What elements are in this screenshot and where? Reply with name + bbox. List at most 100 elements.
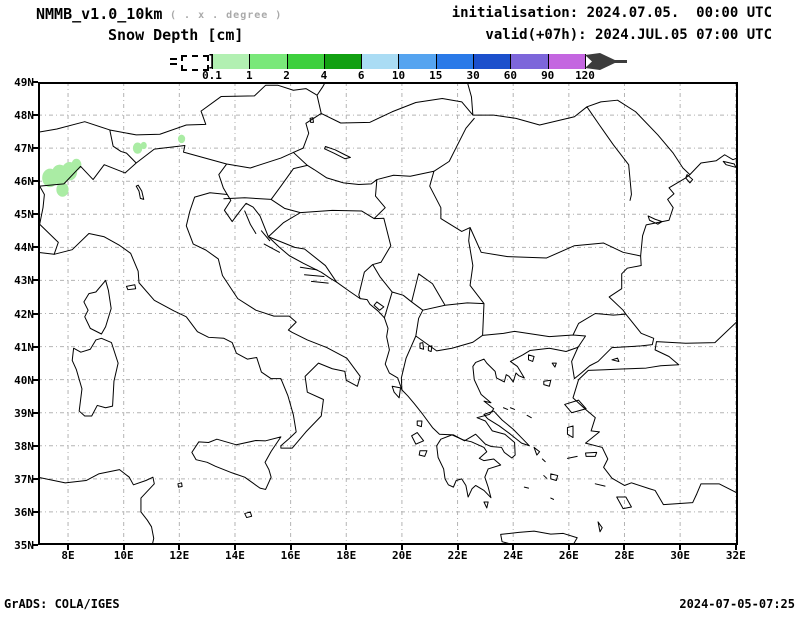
coastline-peloponnese	[437, 435, 501, 498]
lon-tick-mark	[679, 545, 682, 550]
colorbar-undef-dash	[170, 58, 177, 60]
snow-patch	[71, 158, 82, 171]
colorbar-overflow-arrow-icon	[585, 53, 627, 70]
lon-tick-label: 32E	[725, 549, 746, 562]
lat-tick-label: 36N	[14, 505, 34, 519]
lon-tick-mark	[567, 545, 570, 550]
lat-tick-label: 49N	[14, 76, 34, 89]
snow-patch	[132, 142, 143, 154]
colorbar-tick-label: 6	[357, 69, 365, 82]
colorbar-tick-label: 90	[541, 69, 555, 82]
colorbar-tick-label: 30	[466, 69, 480, 82]
colorbar-tick-label: 0.1	[202, 69, 222, 82]
lon-tick-label: 26E	[558, 549, 579, 562]
coastline-europe	[38, 155, 738, 458]
lat-tick-label: 40N	[14, 373, 34, 387]
colorbar-segment	[474, 54, 512, 69]
field-title: Snow Depth [cm]	[108, 26, 244, 44]
lon-tick-label: 20E	[391, 549, 412, 562]
model-title: NMMB_v1.0_10km	[36, 5, 163, 23]
lat-tick-label: 47N	[14, 142, 34, 156]
colorbar-tick-label: 60	[503, 69, 518, 82]
lon-tick-label: 16E	[280, 549, 301, 562]
lon-tick-mark	[345, 545, 348, 550]
lon-tick-label: 18E	[336, 549, 357, 562]
lat-tick-mark	[33, 411, 38, 414]
map-canvas	[38, 82, 738, 545]
colorbar-tick-label: 120	[575, 69, 595, 82]
lon-tick-label: 14E	[225, 549, 245, 562]
lat-tick-mark	[33, 81, 38, 83]
lat-tick-label: 48N	[14, 109, 34, 123]
coastline-islands	[72, 211, 631, 545]
lat-tick-mark	[33, 378, 38, 381]
coastlines-and-borders	[38, 82, 738, 545]
valid-time: valid(+07h): 2024.JUL.05 07:00 UTC	[485, 27, 772, 43]
lat-tick-mark	[33, 544, 38, 546]
colorbar-segment	[548, 54, 586, 69]
grads-credit: GrADS: COLA/IGES	[4, 597, 120, 611]
lat-tick-label: 37N	[14, 472, 34, 486]
colorbar-undef-dash	[170, 63, 177, 65]
lon-tick-label: 8E	[61, 549, 75, 562]
lon-tick-label: 28E	[614, 549, 635, 562]
map-frame	[38, 82, 738, 545]
snow-patch	[56, 182, 69, 197]
lat-tick-label: 44N	[14, 241, 34, 255]
colorbar-segment	[436, 54, 475, 69]
model-resolution-subtitle: ( . x . degree )	[170, 10, 283, 21]
colorbar-tick-label: 2	[283, 69, 290, 82]
lon-tick-mark	[734, 545, 737, 550]
colorbar-segment	[250, 54, 288, 69]
initialisation-time: initialisation: 2024.07.05. 00:00 UTC	[451, 5, 772, 21]
colorbar-tick-label: 10	[391, 69, 406, 82]
coastline-africa	[38, 470, 154, 545]
colorbar-tick-label: 4	[320, 69, 328, 82]
lat-tick-mark	[33, 114, 38, 117]
lat-tick-label: 38N	[14, 439, 34, 453]
lon-tick-label: 10E	[113, 549, 134, 562]
lat-tick-label: 46N	[14, 175, 34, 189]
lon-tick-label: 12E	[169, 549, 190, 562]
lat-tick-mark	[33, 279, 38, 282]
lat-tick-label: 41N	[14, 340, 34, 354]
coastline-turkey	[573, 320, 738, 505]
lon-tick-mark	[67, 545, 70, 550]
colorbar	[212, 54, 586, 69]
lat-tick-mark	[33, 147, 38, 150]
lon-tick-mark	[400, 545, 403, 550]
lat-tick-mark	[33, 477, 38, 480]
lon-tick-mark	[623, 545, 626, 550]
lat-tick-mark	[33, 213, 38, 216]
lat-tick-mark	[33, 180, 38, 183]
lon-tick-mark	[289, 545, 292, 550]
colorbar-segment	[324, 54, 363, 69]
colorbar-segment	[399, 54, 437, 69]
colorbar-segment	[287, 54, 325, 69]
lat-tick-label: 45N	[14, 208, 34, 222]
lat-tick-mark	[33, 246, 38, 249]
snow-patch	[140, 141, 147, 150]
snow-depth-shading	[42, 134, 186, 197]
lon-tick-mark	[233, 545, 236, 550]
lon-tick-mark	[512, 545, 515, 550]
lon-tick-mark	[122, 545, 125, 550]
lon-tick-mark	[456, 545, 459, 550]
lat-tick-mark	[33, 312, 38, 315]
lat-tick-mark	[33, 345, 38, 348]
colorbar-tick-label: 15	[429, 69, 443, 82]
lat-tick-mark	[33, 510, 38, 513]
lat-tick-label: 43N	[14, 274, 34, 288]
colorbar-segment	[511, 54, 549, 69]
lat-tick-mark	[33, 444, 38, 447]
snow-patch	[177, 134, 186, 144]
graticule-grid	[38, 82, 738, 545]
colorbar-bracket: ]	[207, 51, 217, 70]
colorbar-tick-label: 1	[245, 69, 253, 82]
colorbar-segment	[212, 54, 251, 69]
colorbar-segment	[362, 54, 400, 69]
lon-tick-label: 24E	[503, 549, 524, 562]
lon-tick-label: 30E	[670, 549, 691, 562]
lon-tick-mark	[178, 545, 181, 550]
